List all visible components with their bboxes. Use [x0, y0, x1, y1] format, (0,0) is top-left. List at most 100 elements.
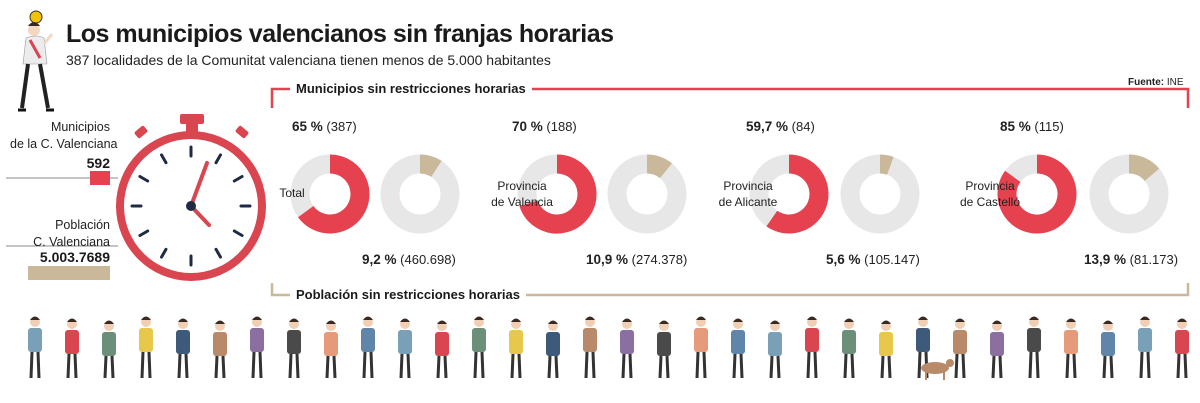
person-figure: [842, 318, 856, 379]
woman-with-clock-illustration: [18, 10, 54, 112]
person-figure: [546, 320, 560, 379]
person-figure: [102, 320, 116, 379]
person-figure: [361, 316, 375, 379]
person-figure: [1175, 318, 1189, 379]
page-title: Los municipios valencianos sin franjas h…: [66, 20, 614, 48]
municipios-pct-value: 85 %: [1000, 119, 1031, 134]
municipios-label-line2: de la C. Valenciana: [10, 137, 118, 151]
crowd-of-people-illustration: [28, 316, 1189, 380]
person-figure: [287, 318, 301, 379]
donut-label-line1: Provincia: [497, 179, 547, 193]
municipios-count-value: (115): [1034, 119, 1064, 134]
source-value: INE: [1166, 77, 1184, 88]
poblacion-pct-total: 9,2 % (460.698): [362, 252, 456, 267]
municipios-label-line1: Municipios: [50, 120, 110, 134]
stopwatch-icon: [116, 114, 266, 281]
municipios-pct-value: 65 %: [292, 119, 323, 134]
person-figure: [879, 320, 893, 379]
municipios-count-value: (84): [791, 119, 815, 134]
person-figure: [398, 318, 412, 379]
stopwatch-tick: [232, 175, 244, 183]
municipios-swatch: [90, 171, 110, 185]
poblacion-count-value: (81.173): [1129, 252, 1179, 267]
poblacion-pct-value: 10,9 %: [586, 252, 629, 267]
municipios-pct-value: 59,7 %: [746, 119, 789, 134]
page-subtitle: 387 localidades de la Comunitat valencia…: [66, 52, 551, 68]
donut-label-line1: Total: [279, 186, 305, 200]
poblacion-pct-value: 5,6 %: [826, 252, 861, 267]
person-figure: [28, 316, 42, 379]
municipios-donut-arc: [766, 154, 829, 234]
poblacion-legend-label: Población C. Valenciana: [10, 217, 110, 251]
person-figure: [250, 316, 264, 379]
poblacion-donut-arc: [879, 154, 894, 175]
poblacion-total-value: 5.003.7689: [39, 249, 110, 265]
person-figure: [583, 316, 597, 379]
poblacion-label-line2: C. Valenciana: [33, 235, 110, 249]
poblacion-bracket: [270, 283, 1190, 297]
stopwatch-tick: [214, 153, 222, 165]
stopwatch-tick: [214, 247, 222, 259]
person-figure: [1101, 320, 1115, 379]
poblacion-donut-arc: [646, 154, 672, 179]
poblacion-pct-value: 13,9 %: [1084, 252, 1127, 267]
poblacion-label-line1: Población: [55, 218, 110, 232]
municipios-total-value: 592: [86, 155, 110, 171]
municipios-section-title: Municipios sin restricciones horarias: [290, 81, 532, 96]
person-figure: [1138, 316, 1152, 379]
stopwatch-tick: [138, 175, 150, 183]
municipios-pct-castello: 85 % (115): [1000, 119, 1064, 134]
donut-label-line1: Provincia: [965, 179, 1015, 193]
poblacion-count-value: (460.698): [400, 252, 456, 267]
poblacion-pct-alicante: 5,6 % (105.147): [826, 252, 920, 267]
municipios-donut-arc: [298, 154, 370, 234]
municipios-donut-arc: [997, 154, 1077, 234]
poblacion-count-value: (274.378): [631, 252, 688, 267]
donut-label-valencia: Provincia de Valencia: [482, 178, 562, 210]
person-figure: [1064, 318, 1078, 379]
source-note: Fuente: INE: [1128, 77, 1184, 88]
dog-figure: [921, 359, 954, 380]
person-figure: [953, 318, 967, 379]
municipios-legend-label: Municipios de la C. Valenciana: [10, 119, 118, 153]
poblacion-pct-valencia: 10,9 % (274.378): [586, 252, 687, 267]
donut-charts: [290, 154, 1169, 234]
person-figure: [213, 320, 227, 379]
donut-label-line2: de Alicante: [718, 195, 778, 209]
person-figure: [65, 318, 79, 379]
person-figure: [509, 318, 523, 379]
poblacion-section-title: Población sin restricciones horarias: [290, 287, 526, 302]
donut-label-line2: de Castelló: [959, 195, 1021, 209]
donut-label-alicante: Provincia de Alicante: [708, 178, 788, 210]
municipios-donut-arc: [519, 154, 597, 234]
poblacion-swatch: [28, 266, 110, 280]
donut-track: [380, 154, 460, 234]
person-figure: [620, 318, 634, 379]
donut-label-total: Total: [262, 185, 322, 201]
poblacion-count-value: (105.147): [864, 252, 920, 267]
municipios-pct-alicante: 59,7 % (84): [746, 119, 815, 134]
person-figure: [472, 316, 486, 379]
donut-label-line2: de Valencia: [491, 195, 553, 209]
person-figure: [139, 316, 153, 379]
person-figure: [990, 320, 1004, 379]
person-figure: [435, 320, 449, 379]
stopwatch-tick: [160, 247, 168, 259]
donut-label-castello: Provincia de Castelló: [950, 178, 1030, 210]
municipios-pct-valencia: 70 % (188): [512, 119, 577, 134]
person-figure: [694, 316, 708, 379]
person-figure: [176, 318, 190, 379]
person-figure: [324, 320, 338, 379]
person-figure: [731, 318, 745, 379]
stopwatch-tick: [138, 229, 150, 237]
donut-track: [607, 154, 687, 234]
municipios-count-value: (387): [326, 119, 357, 134]
municipios-count-value: (188): [546, 119, 577, 134]
person-figure: [768, 320, 782, 379]
poblacion-pct-value: 9,2 %: [362, 252, 397, 267]
stopwatch-tick: [160, 153, 168, 165]
municipios-pct-total: 65 % (387): [292, 119, 357, 134]
source-label: Fuente:: [1128, 77, 1165, 88]
donut-label-line1: Provincia: [723, 179, 773, 193]
